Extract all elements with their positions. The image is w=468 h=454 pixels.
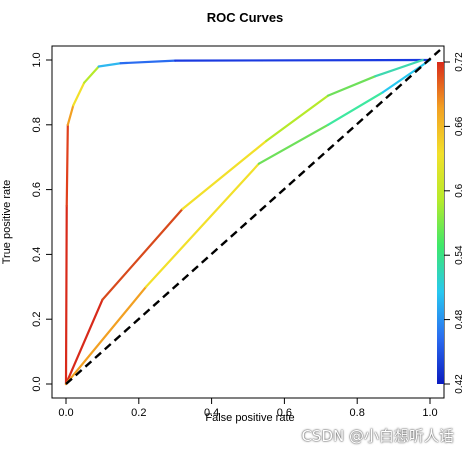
roc-curve-segment — [174, 58, 432, 62]
roc-curve-segment — [181, 139, 268, 211]
x-tick-label: 0.0 — [58, 407, 73, 419]
colorbar-tick-label: 0.72 — [454, 52, 465, 72]
roc-curve-segment — [257, 123, 330, 165]
roc-curve-segment — [64, 204, 68, 386]
x-axis: 0.0 0.2 0.4 0.6 0.8 1.0 — [58, 398, 438, 419]
roc-curve-segment — [374, 58, 424, 78]
roc-curve-segment — [119, 59, 177, 65]
roc-curve-segment — [101, 207, 184, 301]
roc-curve-3 — [64, 58, 432, 386]
x-tick-label: 0.2 — [131, 407, 146, 419]
roc-curve-segment — [83, 65, 100, 84]
roc-curve-segment — [64, 298, 104, 386]
colorbar-tick-label: 0.66 — [454, 116, 465, 136]
roc-curve-2 — [64, 58, 424, 386]
roc-curve-segment — [97, 62, 122, 68]
y-tick-label: 1.0 — [31, 52, 43, 67]
colorbar-axis: 0.42 0.48 0.54 0.6 0.66 0.72 — [444, 52, 465, 394]
colorbar — [437, 62, 444, 384]
colorbar-tick-label: 0.6 — [454, 183, 465, 197]
x-axis-label: False positive rate — [205, 412, 294, 424]
y-tick-label: 0.0 — [31, 376, 43, 391]
y-tick-label: 0.4 — [31, 247, 43, 262]
roc-curve-segment — [326, 75, 377, 97]
roc-curve-segment — [65, 123, 69, 207]
colorbar-tick-label: 0.48 — [454, 309, 465, 329]
y-tick-label: 0.2 — [31, 312, 43, 327]
x-tick-label: 1.0 — [422, 407, 437, 419]
chart-title: ROC Curves — [207, 10, 284, 25]
x-tick-label: 0.6 — [277, 407, 292, 419]
roc-curve-1 — [64, 58, 432, 386]
y-axis-label: True positive rate — [1, 180, 13, 265]
roc-curve-segment — [381, 58, 432, 94]
x-tick-label: 0.8 — [350, 407, 365, 419]
y-tick-label: 0.6 — [31, 182, 43, 197]
diagonal-reference-line — [65, 49, 441, 385]
roc-curve-segment — [144, 162, 261, 288]
roc-curve-segment — [64, 285, 148, 386]
roc-curve-segment — [72, 81, 86, 107]
y-axis: 0.0 0.2 0.4 0.6 0.8 1.0 — [31, 52, 52, 392]
watermark: CSDN @小白想听人话 — [301, 427, 454, 445]
colorbar-tick-label: 0.42 — [454, 374, 465, 394]
y-tick-label: 0.8 — [31, 117, 43, 132]
roc-curve-segment — [66, 104, 75, 126]
colorbar-tick-label: 0.54 — [454, 245, 465, 265]
x-tick-label: 0.4 — [204, 407, 219, 419]
roc-curves — [64, 58, 432, 386]
roc-curve-segment — [265, 94, 330, 143]
roc-curve-segment — [326, 91, 384, 126]
